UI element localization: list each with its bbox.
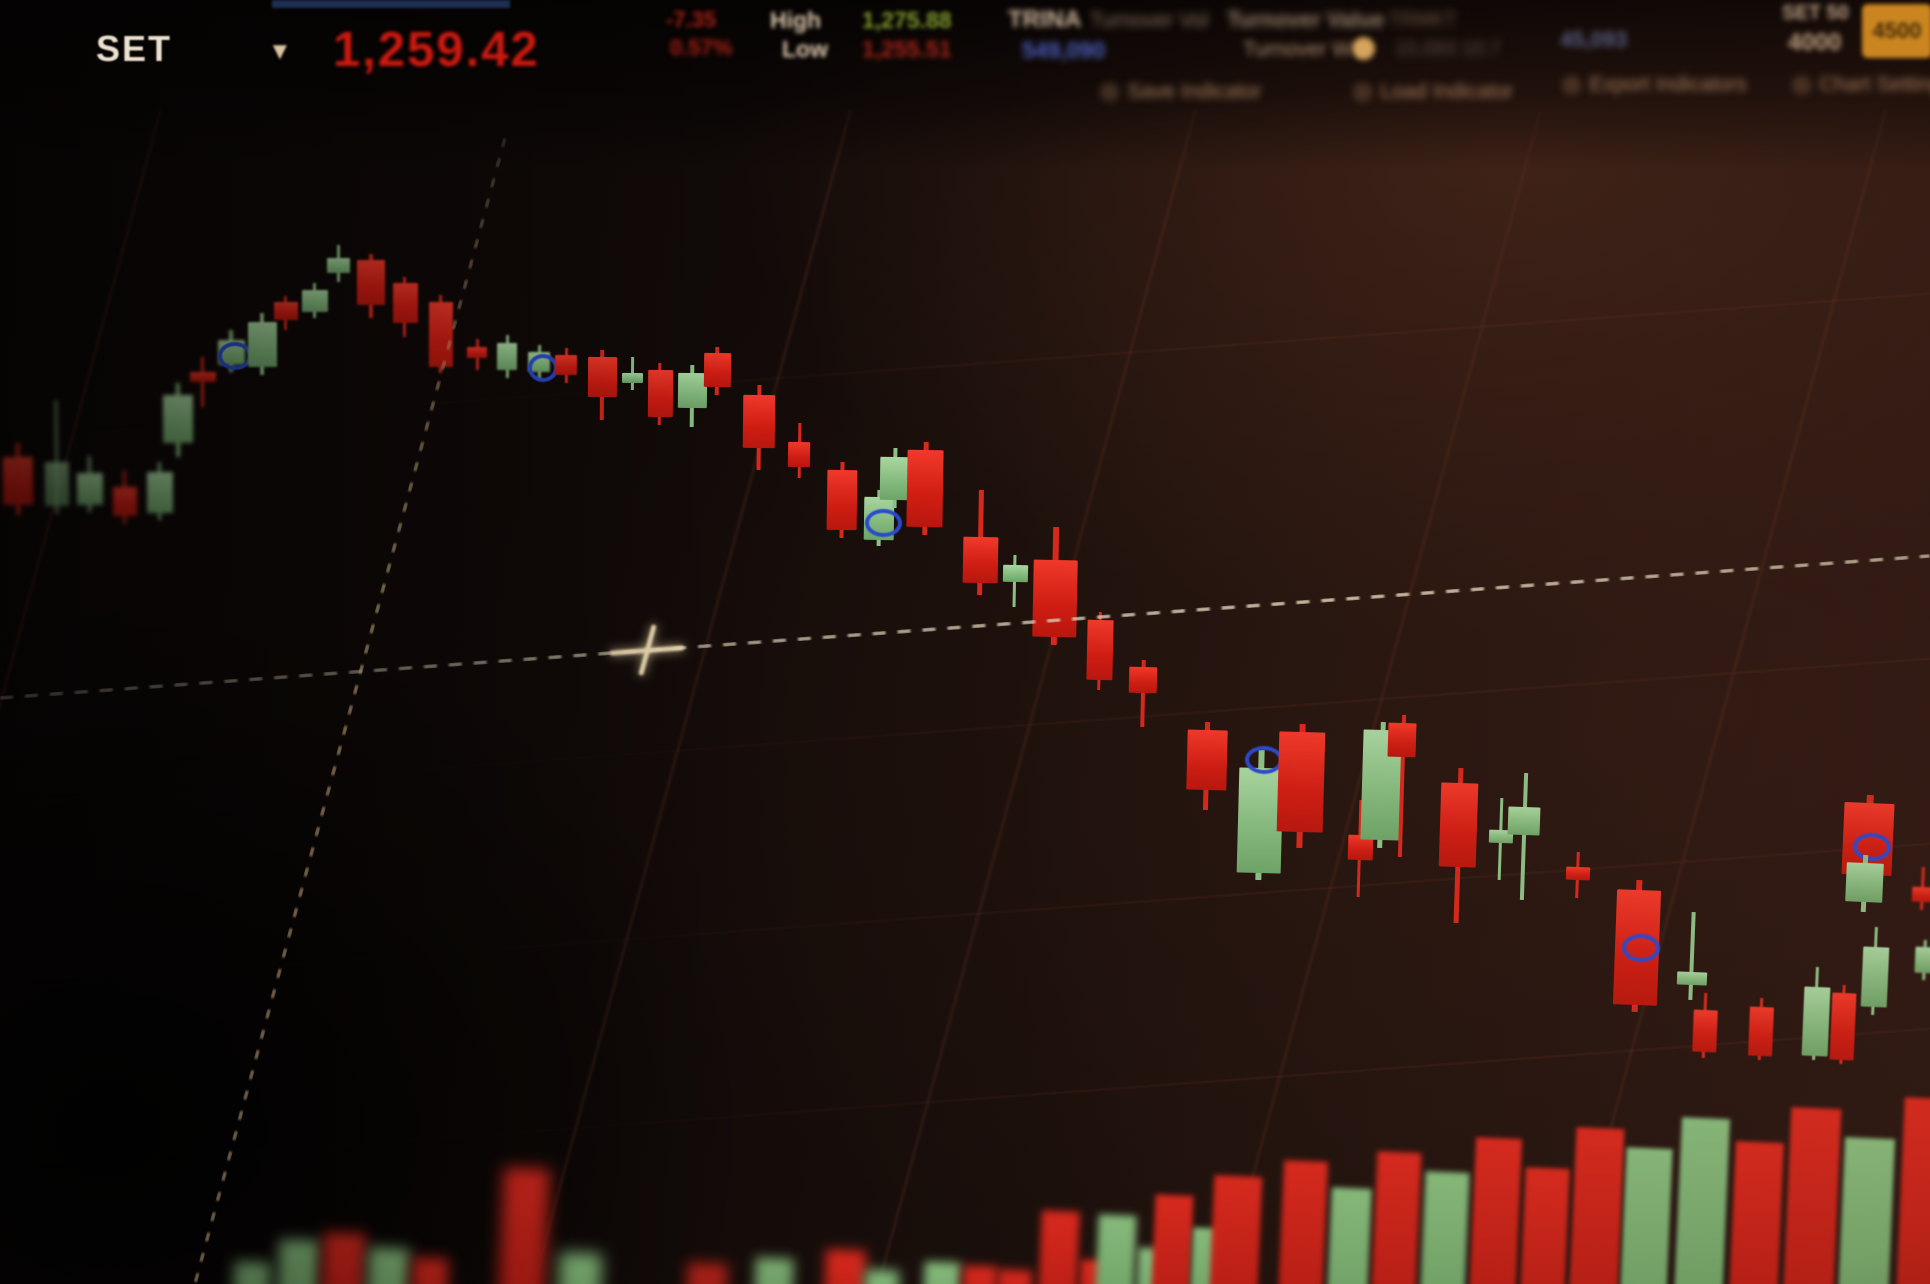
- candle: [1128, 666, 1158, 694]
- candle: [1829, 992, 1857, 1061]
- low-value: 1,255.51: [862, 36, 952, 62]
- price-change: -7.35: [666, 7, 717, 32]
- candle-wick: [1688, 911, 1696, 1001]
- toolbar-button-save-indicator[interactable]: ◎ Save Indicator: [1100, 78, 1261, 104]
- volume-bar: [1519, 1167, 1570, 1284]
- ticker-stat-value: Turnover W: [1243, 38, 1352, 61]
- candle-wick: [1519, 772, 1529, 901]
- high-label: High: [770, 7, 822, 33]
- candle: [1438, 782, 1478, 868]
- volume-bar: [1837, 1137, 1896, 1284]
- candle: [1676, 971, 1708, 986]
- volume-bar: [1370, 1151, 1422, 1284]
- candle: [1002, 564, 1028, 583]
- ticker-stat-label: Turnover Value: [1227, 7, 1385, 32]
- volume-bar: [863, 1269, 900, 1284]
- grid-line-vertical: [1519, 109, 1887, 1284]
- circle-load-icon: ◎: [1353, 78, 1373, 103]
- grid-line-vertical: [1174, 109, 1542, 1284]
- amber-badge[interactable]: 4500: [1862, 4, 1930, 58]
- candle: [1507, 806, 1541, 836]
- toolbar-button-export-indicators[interactable]: ◎ Export Indicators: [1562, 71, 1747, 97]
- candle: [826, 469, 858, 531]
- toolbar-button-label: Save Indicator: [1127, 80, 1262, 103]
- candle: [879, 456, 911, 501]
- candle: [1914, 946, 1930, 974]
- volume-bar: [1277, 1160, 1329, 1284]
- ticker-stat-value: 45,093: [1560, 27, 1628, 52]
- circle-plus-icon: ◎: [1100, 78, 1120, 103]
- volume-bar: [961, 1265, 998, 1284]
- candle: [1860, 946, 1890, 1008]
- candle: [1911, 886, 1930, 903]
- ticker-stat-label: TRMKT: [1388, 9, 1457, 31]
- toolbar-button-chart-settings[interactable]: ◎ Chart Settings: [1792, 71, 1930, 97]
- candle: [1186, 729, 1228, 791]
- volume-bar: [1208, 1175, 1263, 1284]
- volume-bar: [1094, 1214, 1137, 1284]
- candle: [906, 449, 944, 528]
- ticker-stat-value: 15,093 10.7: [1395, 38, 1501, 60]
- signal-circle-icon: [864, 508, 902, 538]
- candle: [1387, 722, 1417, 758]
- volume-bar: [922, 1261, 961, 1284]
- volume-bar: [1150, 1194, 1194, 1284]
- price-change-percent: 0.57%: [670, 35, 733, 60]
- ticker-stat-label: TRINA: [1008, 6, 1082, 33]
- volume-bar: [1673, 1117, 1730, 1284]
- candle: [1565, 866, 1591, 881]
- toolbar-button-label: Chart Settings: [1819, 73, 1930, 96]
- circle-gear-icon: ◎: [1792, 71, 1812, 96]
- symbol-name[interactable]: SET: [96, 28, 173, 69]
- candle: [1748, 1006, 1774, 1057]
- volume-bar: [1326, 1187, 1372, 1284]
- candle: [962, 536, 998, 584]
- circle-export-icon: ◎: [1562, 71, 1582, 96]
- ticker-stat-value: 549,090: [1022, 37, 1106, 63]
- candle: [1844, 862, 1884, 903]
- toolbar-button-label: Export Indicators: [1589, 73, 1747, 96]
- candle: [1692, 1009, 1718, 1053]
- volume-bar: [1419, 1171, 1470, 1284]
- candle: [787, 441, 811, 468]
- toolbar-button-load-indicator[interactable]: ◎ Load Indicator: [1353, 78, 1513, 104]
- volume-bar: [1619, 1147, 1673, 1284]
- high-value: 1,275.88: [862, 7, 952, 33]
- caret-down-icon[interactable]: ▼: [268, 38, 292, 65]
- last-price: 1,259.42: [333, 23, 540, 77]
- ticker-stat-value: 4000: [1788, 29, 1842, 56]
- left-shade: [0, 0, 760, 1284]
- volume-bar: [1895, 1097, 1930, 1284]
- toolbar-button-label: Load Indicator: [1380, 80, 1514, 103]
- candle: [1276, 731, 1326, 833]
- volume-bar: [1782, 1107, 1842, 1284]
- volume-bar: [1037, 1210, 1080, 1284]
- volume-bar: [823, 1249, 867, 1284]
- active-tab-strip: [272, 0, 510, 8]
- volume-bar: [1728, 1141, 1784, 1284]
- volume-bar: [1568, 1127, 1625, 1284]
- candle: [1032, 559, 1078, 638]
- volume-bar: [996, 1269, 1033, 1284]
- amber-dot-icon: [1352, 37, 1375, 60]
- low-label: Low: [782, 36, 828, 62]
- candle: [1801, 986, 1831, 1057]
- ticker-stat-label: Turnover Vol: [1090, 9, 1209, 32]
- candle: [1086, 619, 1114, 681]
- volume-bar: [1468, 1137, 1523, 1284]
- ticker-stat-label: SET 50: [1782, 2, 1849, 24]
